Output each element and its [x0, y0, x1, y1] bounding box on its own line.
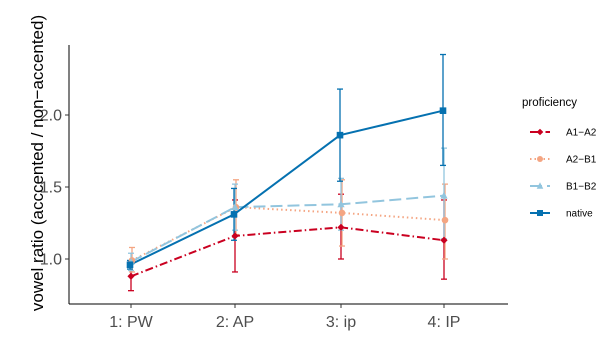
series-line-a1-a2: [130, 226, 445, 278]
y-tick-label: 2.0: [40, 108, 62, 125]
error-bars: [127, 53, 448, 292]
y-axis-title: vowel ratio (acccented / non−accented): [28, 15, 47, 311]
x-tick-label: 1: PW: [109, 314, 153, 331]
data-point-native: [230, 211, 238, 218]
series-line-b1-b2: [130, 194, 445, 263]
data-point-a1-a2: [231, 232, 239, 240]
data-point-a1-a2: [127, 272, 135, 280]
y-tick-label: 1.0: [40, 252, 62, 269]
legend-label-native: native: [566, 209, 593, 220]
legend-marker-a2-b1: [537, 156, 543, 162]
data-point-b1-b2: [337, 200, 345, 208]
legend-label-a1-a2: A1−A2: [566, 128, 597, 139]
legend-marker-a1-a2: [536, 128, 544, 136]
data-point-b1-b2: [440, 191, 448, 199]
axes: 1.0 1.5 2.0 1: PW 2: AP 3: ip 4: IP: [40, 45, 508, 331]
legend: proficiency A1−A2 A2−B1 B1−B2 native: [522, 97, 597, 220]
data-point-a2-b1: [441, 216, 449, 224]
series-line-native: [129, 109, 444, 266]
y-tick-label: 1.5: [40, 180, 62, 197]
series-lines: [129, 109, 446, 278]
legend-label-b1-b2: B1−B2: [566, 182, 597, 193]
legend-label-a2-b1: A2−B1: [566, 155, 597, 166]
data-point-native: [439, 107, 447, 114]
x-tick-label: 3: ip: [326, 314, 356, 331]
data-point-native: [336, 131, 344, 139]
legend-marker-native: [537, 210, 543, 216]
series-points: [126, 107, 449, 280]
data-point-a2-b1: [338, 209, 346, 217]
data-point-native: [126, 261, 134, 269]
legend-title: proficiency: [522, 97, 577, 109]
data-point-b1-b2: [231, 203, 239, 211]
data-point-a1-a2: [440, 236, 448, 244]
legend-marker-b1-b2: [536, 182, 544, 189]
series-line-a2-b1: [131, 206, 446, 262]
data-point-a1-a2: [337, 223, 345, 231]
x-tick-label: 2: AP: [216, 314, 254, 331]
x-tick-label: 4: IP: [428, 314, 461, 331]
